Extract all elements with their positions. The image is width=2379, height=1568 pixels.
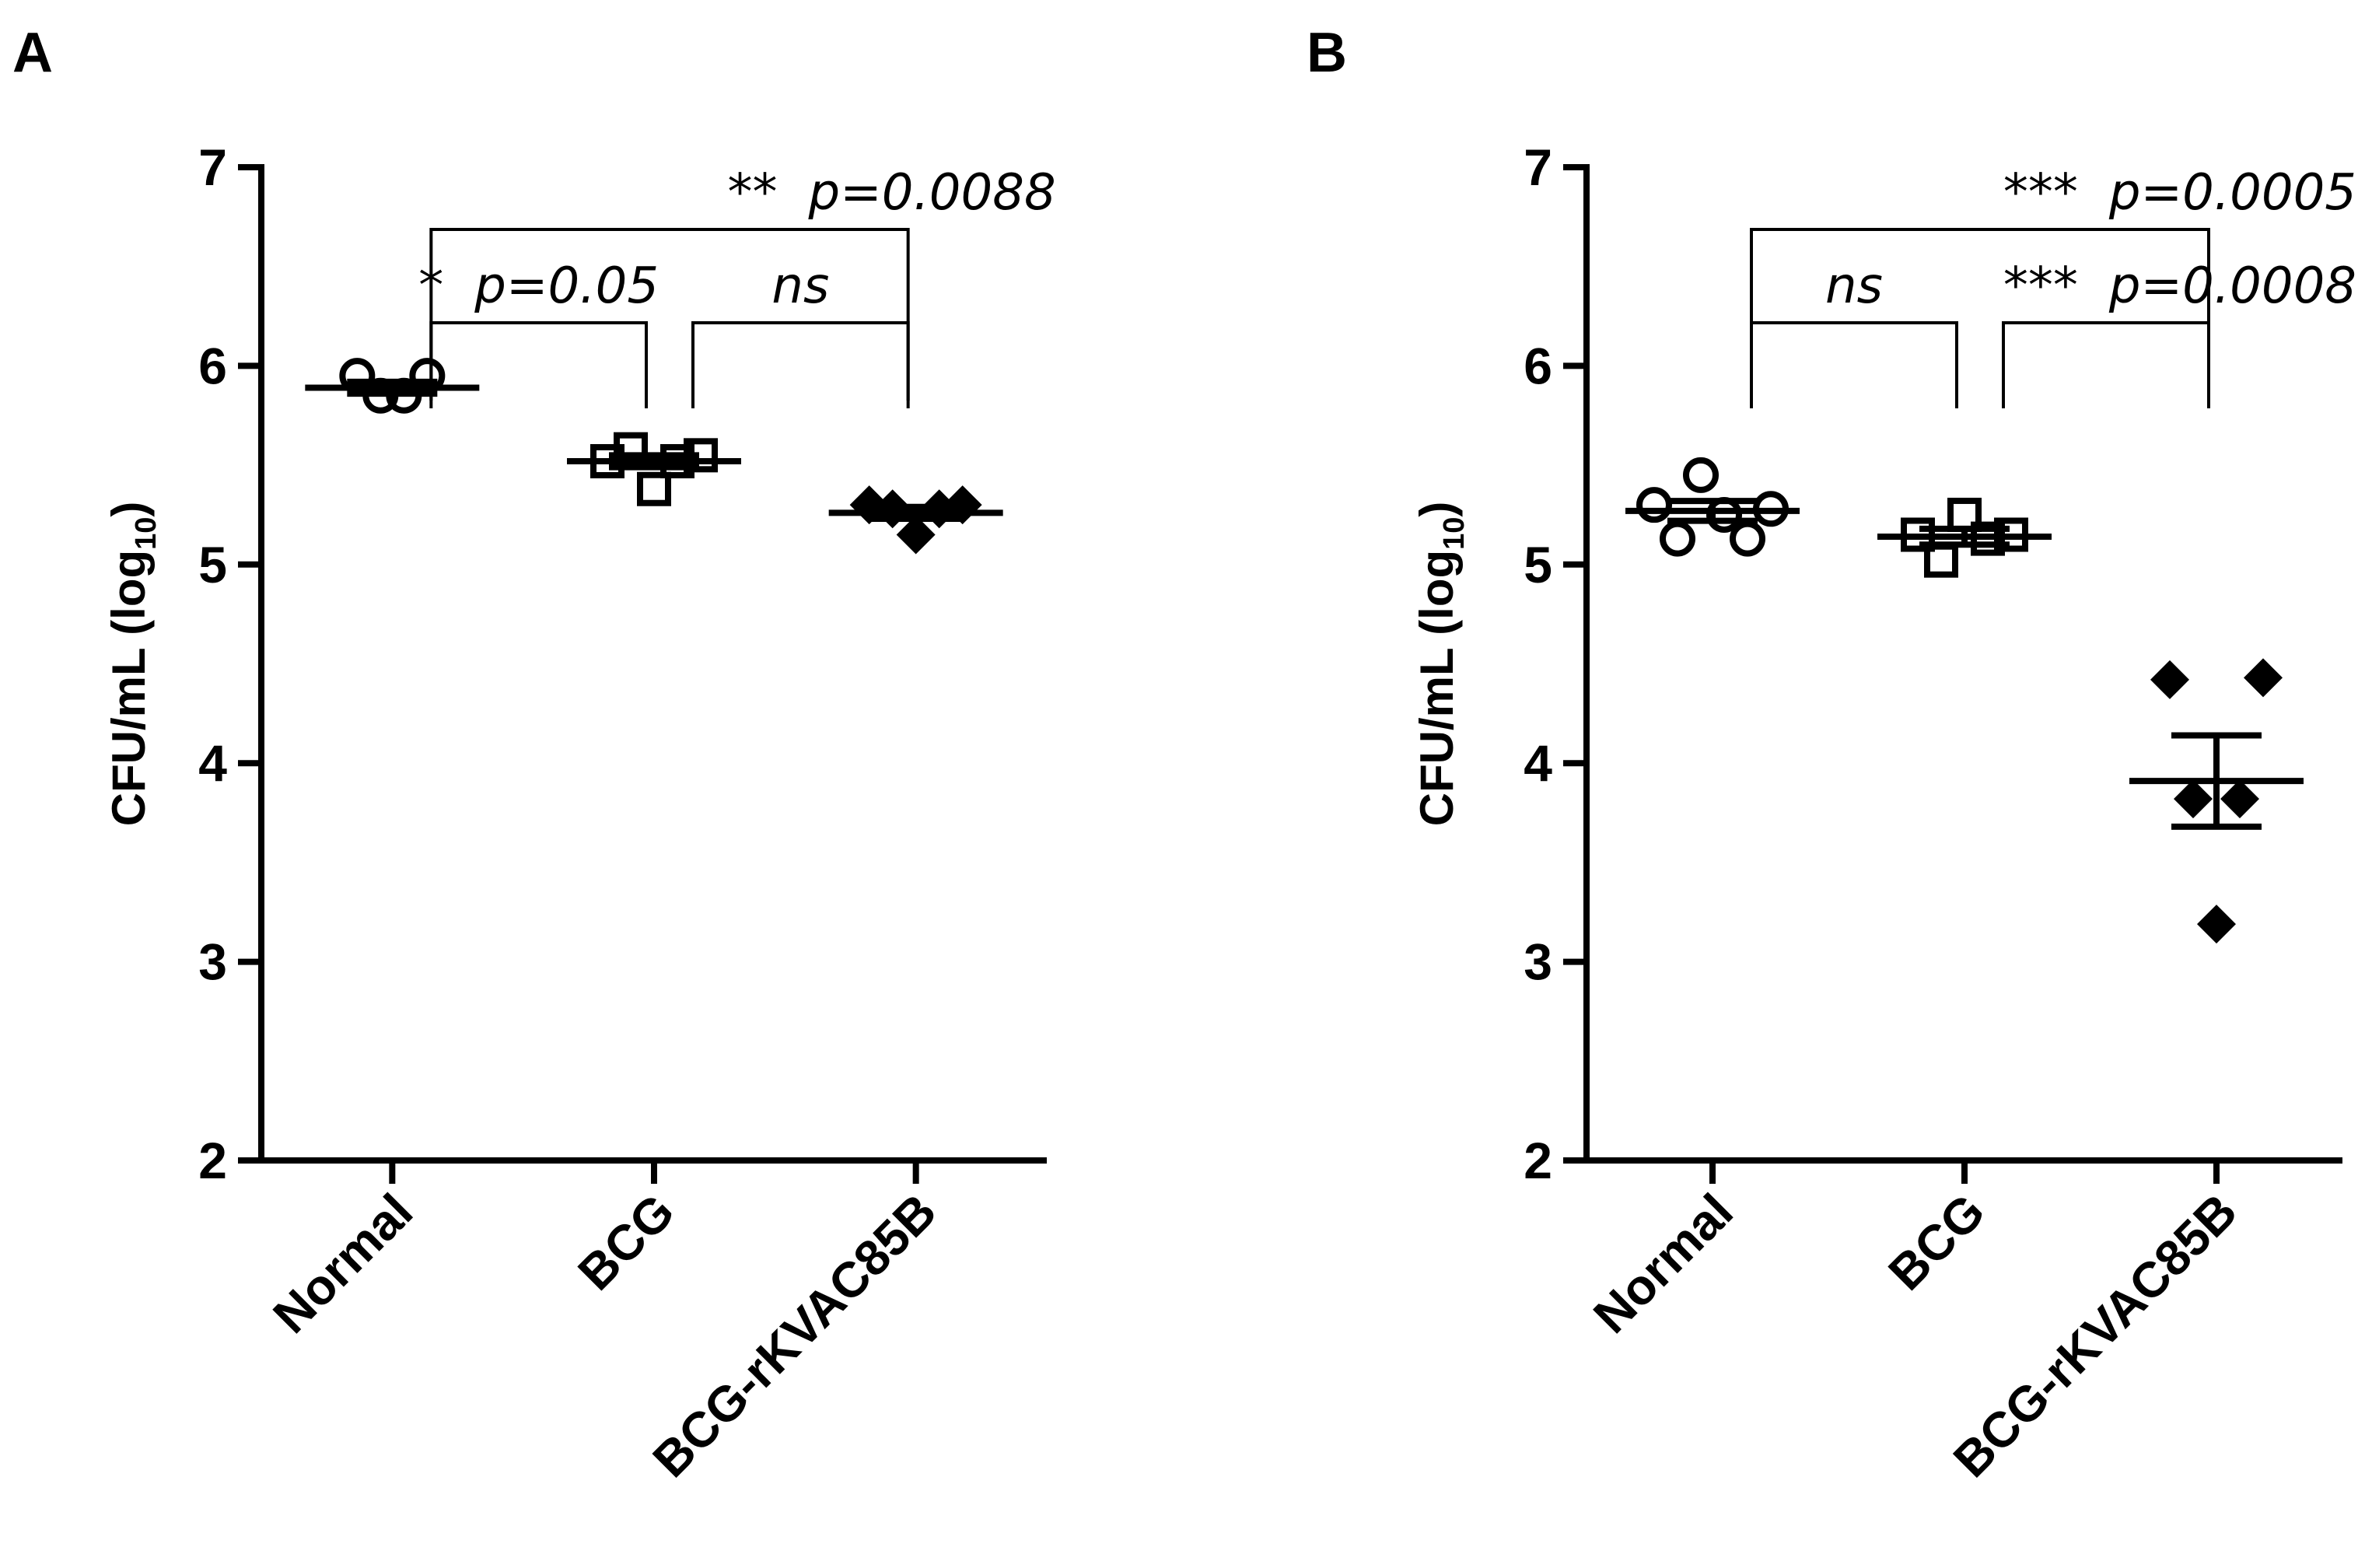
point xyxy=(2220,779,2259,819)
p-value: p=0.0005 xyxy=(2108,164,2356,222)
y-label-end: ) xyxy=(1411,502,1463,517)
point xyxy=(2197,905,2236,944)
significance: ns xyxy=(1825,257,1883,315)
y-tick-label: 2 xyxy=(198,1132,227,1189)
p-value: p=0.05 xyxy=(474,257,659,315)
y-tick-label: 7 xyxy=(1524,138,1552,196)
x-tick-label: BCG xyxy=(1877,1183,1995,1300)
point xyxy=(2174,779,2213,819)
error-bar xyxy=(347,378,438,397)
stars: *** xyxy=(2003,164,2078,222)
bracket xyxy=(429,321,648,408)
y-tick-label: 3 xyxy=(1524,933,1552,991)
point xyxy=(2244,658,2283,698)
bracket xyxy=(1750,228,2210,401)
y-tick-label: 6 xyxy=(1524,337,1552,394)
bracket xyxy=(2002,321,2210,408)
error-bar xyxy=(609,452,699,471)
y-tick-label: 4 xyxy=(1524,734,1552,792)
y-label-main: CFU/mL (log xyxy=(103,550,155,827)
y-label-main: CFU/mL (log xyxy=(1411,550,1463,827)
point xyxy=(637,471,671,506)
significance: ** p=0.0088 xyxy=(727,164,1055,222)
point xyxy=(2150,660,2189,699)
point xyxy=(1636,487,1672,523)
bracket xyxy=(429,228,910,401)
x-tick-label: BCG-rKVAC85B xyxy=(642,1183,947,1488)
significance: ns xyxy=(771,257,829,315)
p-value: p=0.0008 xyxy=(2108,257,2356,315)
error-bar xyxy=(1919,525,2010,548)
y-tick-label: 4 xyxy=(198,734,227,792)
significance: * p=0.05 xyxy=(418,257,659,315)
bracket xyxy=(691,321,910,408)
x-tick-label: Normal xyxy=(262,1183,423,1344)
error-bar xyxy=(2171,732,2262,830)
y-label-sub: 10 xyxy=(1438,517,1471,550)
x-tick-label: BCG xyxy=(567,1183,684,1300)
y-tick-label: 2 xyxy=(1524,1132,1552,1189)
stars: ns xyxy=(771,257,829,315)
stars: ** xyxy=(727,164,777,222)
y-tick-label: 5 xyxy=(198,536,227,593)
y-axis-label: CFU/mL (log10) xyxy=(1411,502,1471,827)
point xyxy=(1683,457,1719,493)
y-label-end: ) xyxy=(103,502,155,517)
x-tick-label: Normal xyxy=(1583,1183,1744,1344)
y-tick-label: 6 xyxy=(198,337,227,394)
panel-label: B xyxy=(1307,22,1347,84)
panel-label: A xyxy=(12,22,53,84)
y-label-sub: 10 xyxy=(130,517,163,550)
y-tick-label: 5 xyxy=(1524,536,1552,593)
p-value: p=0.0088 xyxy=(807,164,1055,222)
error-bar xyxy=(1667,498,1758,524)
stars: ns xyxy=(1825,257,1883,315)
y-axis-label: CFU/mL (log10) xyxy=(103,502,163,827)
stars: *** xyxy=(2003,257,2078,315)
significance: *** p=0.0008 xyxy=(2003,257,2356,315)
point xyxy=(1660,520,1695,557)
error-bar xyxy=(870,503,961,523)
y-tick-label: 3 xyxy=(198,933,227,991)
bracket xyxy=(1750,321,1958,408)
y-tick-label: 7 xyxy=(198,138,227,196)
significance: *** p=0.0005 xyxy=(2003,164,2356,222)
point xyxy=(1730,520,1765,557)
point xyxy=(896,515,936,555)
